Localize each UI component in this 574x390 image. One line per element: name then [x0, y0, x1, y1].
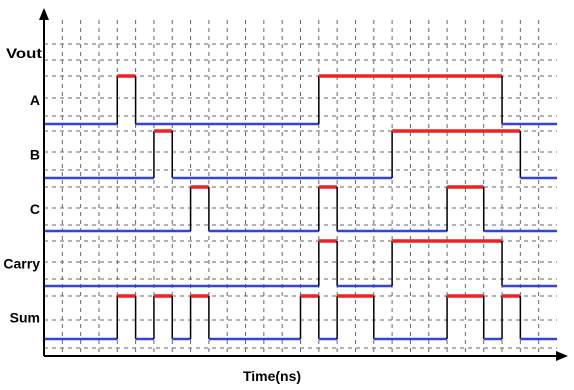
- signal-label-sum: Sum: [10, 310, 40, 326]
- signal-labels: A B C Carry Sum: [3, 92, 40, 326]
- y-axis-label: Vout: [6, 45, 42, 61]
- signal-label-b: B: [30, 147, 40, 163]
- signal-label-carry: Carry: [3, 256, 40, 272]
- signal-label-c: C: [30, 201, 40, 217]
- y-axis-arrow-icon: [39, 8, 49, 20]
- x-axis-arrow-icon: [556, 351, 568, 361]
- signal-label-a: A: [30, 92, 40, 108]
- x-axis-label: Time(ns): [243, 368, 301, 384]
- signal-traces: [44, 74, 557, 341]
- axes: [39, 8, 568, 361]
